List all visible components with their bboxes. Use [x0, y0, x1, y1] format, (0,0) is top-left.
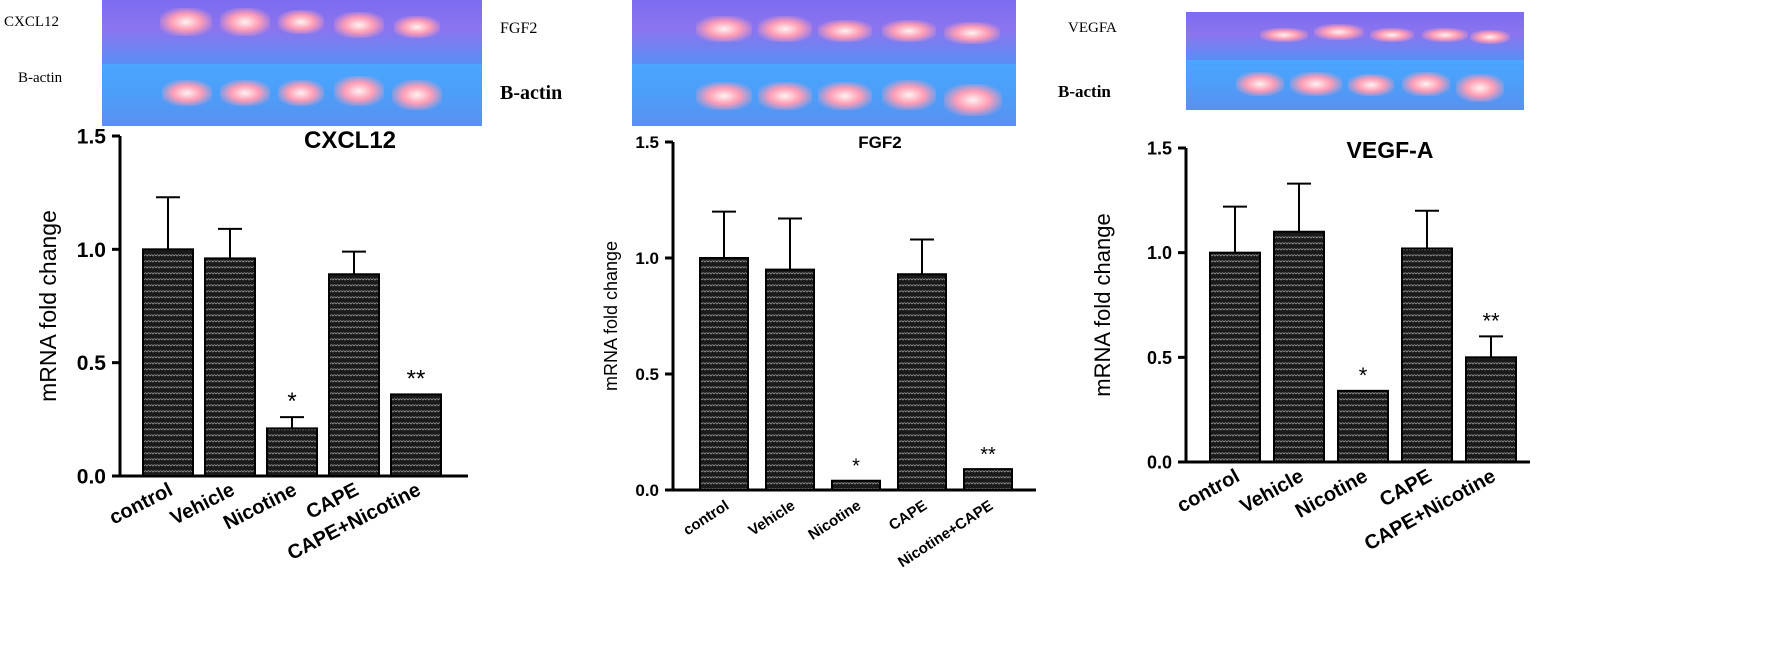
bar — [831, 479, 881, 492]
gel-band — [944, 22, 1000, 44]
y-axis-label: mRNA fold change — [601, 241, 621, 391]
gel-band — [334, 12, 384, 38]
chart-title: FGF2 — [858, 133, 901, 152]
gel-image-fgf2 — [632, 0, 1016, 126]
category-label: control — [106, 479, 176, 529]
gel-image-vegfa — [1186, 12, 1524, 110]
y-tick-label: 0.0 — [77, 466, 106, 489]
gel-band — [1348, 74, 1394, 96]
gel-band — [882, 20, 936, 42]
gel-band — [394, 16, 440, 38]
category-label: Vehicle — [746, 497, 799, 539]
y-tick-label: 1.5 — [77, 126, 107, 149]
gel-band — [696, 82, 752, 110]
y-tick-label: 1.0 — [1147, 243, 1172, 263]
gel-band — [1456, 74, 1504, 102]
chart-title: CXCL12 — [304, 127, 396, 154]
gel-band — [220, 80, 270, 106]
gel-band — [696, 16, 752, 42]
y-tick-label: 0.5 — [77, 352, 107, 375]
gel-1-target-label: CXCL12 — [4, 14, 60, 30]
gel-3-target-label: VEGFA — [1068, 20, 1117, 36]
bar — [963, 468, 1013, 491]
gel-band — [1370, 28, 1414, 42]
gel-band — [392, 80, 442, 110]
bar — [1337, 389, 1389, 463]
significance-label: * — [1359, 363, 1368, 388]
gel-band — [818, 20, 872, 42]
bar — [1465, 356, 1517, 464]
gel-band — [160, 8, 212, 36]
y-tick-label: 0.0 — [635, 481, 659, 500]
y-tick-label: 0.0 — [1147, 452, 1172, 472]
gel-band — [758, 82, 812, 110]
gel-band — [1290, 72, 1342, 96]
gel-image-cxcl12 — [102, 0, 482, 126]
significance-label: ** — [980, 444, 996, 466]
bar — [390, 393, 442, 477]
gel-band — [278, 10, 324, 34]
significance-label: * — [852, 456, 860, 478]
gel-band — [1422, 28, 1468, 42]
gel-3-control-label: B-actin — [1058, 82, 1111, 101]
gel-band — [1260, 28, 1308, 42]
category-label: CAPE — [886, 497, 930, 534]
y-tick-label: 1.0 — [635, 249, 659, 268]
gel-band — [220, 8, 270, 36]
gel-band — [944, 84, 1002, 116]
significance-label: ** — [1482, 308, 1500, 333]
gel-2-control-label: B-actin — [500, 82, 563, 104]
category-label: Nicotine — [805, 497, 864, 543]
bar — [204, 257, 256, 477]
bar — [699, 257, 749, 491]
gel-1-control-label: B-actin — [18, 70, 63, 86]
bar — [897, 273, 947, 491]
significance-label: * — [287, 388, 296, 415]
gel-band — [162, 80, 212, 106]
bar — [266, 427, 318, 477]
y-axis-label: mRNA fold change — [35, 210, 61, 402]
gel-band — [1236, 72, 1284, 96]
gel-band — [278, 80, 324, 106]
y-tick-label: 0.5 — [635, 365, 659, 384]
gel-band — [1470, 30, 1510, 44]
gel-band — [882, 80, 936, 110]
y-tick-label: 0.5 — [1147, 348, 1172, 368]
bar — [142, 248, 194, 477]
significance-label: ** — [407, 365, 426, 392]
bar — [765, 268, 815, 491]
y-tick-label: 1.0 — [77, 239, 106, 262]
gel-band — [1402, 72, 1450, 96]
gel-band — [758, 16, 812, 42]
bar — [1209, 251, 1261, 463]
bar — [1273, 230, 1325, 463]
gel-band — [334, 76, 384, 106]
chart-title: VEGF-A — [1347, 137, 1434, 163]
category-label: control — [1173, 465, 1243, 517]
y-tick-label: 1.5 — [1147, 138, 1172, 158]
y-axis-label: mRNA fold change — [1090, 213, 1115, 396]
gel-band — [818, 82, 872, 110]
category-label: control — [680, 497, 732, 539]
gel-2-target-label: FGF2 — [500, 20, 538, 37]
category-label: Nicotine — [1292, 465, 1372, 522]
y-tick-label: 1.5 — [635, 133, 659, 152]
bar — [328, 273, 380, 477]
bar — [1401, 247, 1453, 463]
gel-band — [1314, 24, 1364, 40]
